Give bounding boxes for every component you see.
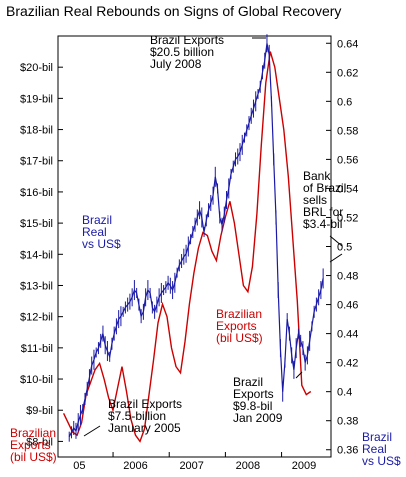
legend-exports: (bil US$) (10, 450, 57, 464)
left-axis-ticks: $8-bil $9-bil $10-bil $11-bil $12-bil $13-bil… (20, 62, 63, 448)
x-tick-label: 2009 (292, 460, 316, 472)
annotation-exports-2009: $9.8-bil (233, 399, 272, 413)
series-label-exports: Exports (216, 319, 257, 333)
annotation-bank-of-brazil: $3.4-bil (303, 217, 342, 231)
annotation-exports-2009: Jan 2009 (233, 411, 283, 425)
left-tick-label: $10-bil (20, 374, 53, 386)
left-tick-label: $16-bil (20, 187, 53, 199)
right-tick-label: 0.36 (337, 445, 358, 457)
left-tick-label: $15-bil (20, 218, 53, 230)
left-tick-label: $9-bil (26, 405, 53, 417)
right-tick-label: 0.54 (337, 183, 358, 195)
annotation-bank-of-brazil: sells (303, 193, 327, 207)
left-tick-label: $20-bil (20, 62, 53, 74)
left-tick-label: $19-bil (20, 93, 53, 105)
x-tick-label: 05 (73, 460, 85, 472)
series-label-real: Real (82, 225, 107, 239)
legend-real: Real (362, 442, 387, 456)
pointer-line (329, 235, 343, 247)
left-tick-label: $18-bil (20, 125, 53, 137)
legend-exports: Brazilian (10, 426, 56, 440)
right-tick-label: 0.6 (337, 96, 352, 108)
left-tick-label: $13-bil (20, 280, 53, 292)
series-label-real: vs US$ (82, 237, 121, 251)
annotation-bank-of-brazil: of Brazil (303, 181, 346, 195)
left-tick-label: $12-bil (20, 312, 53, 324)
pointer-line (83, 425, 101, 437)
right-tick-label: 0.44 (337, 329, 358, 341)
legend-real: Brazil (362, 430, 392, 444)
legend-real: vs US$ (362, 454, 401, 468)
annotation-exports-2008: Brazil Exports (150, 33, 224, 47)
x-tick-label: 2006 (123, 460, 147, 472)
right-tick-label: 0.48 (337, 271, 358, 283)
right-tick-label: 0.4 (337, 387, 352, 399)
series-layer (62, 34, 324, 443)
annotation-exports-2008: July 2008 (150, 57, 202, 71)
x-axis-ticks: 05 2006 2007 2008 2009 (73, 452, 316, 472)
annotation-exports-2005: Brazil Exports (108, 397, 182, 411)
right-tick-label: 0.64 (337, 38, 358, 50)
series-label-exports: Brazilian (216, 307, 262, 321)
chart-title: Brazilian Real Rebounds on Signs of Glob… (6, 3, 341, 19)
annotation-bank-of-brazil: Bank (303, 169, 331, 183)
annotation-pointers (83, 37, 343, 437)
legend-exports: Exports (10, 438, 51, 452)
series-label-exports: (bil US$) (216, 331, 263, 345)
annotation-exports-2009: Exports (233, 387, 274, 401)
annotation-exports-2008: $20.5 billion (150, 45, 214, 59)
annotation-exports-2005: January 2005 (108, 421, 181, 435)
pointer-line (295, 371, 303, 379)
left-tick-label: $11-bil (21, 343, 53, 355)
right-tick-label: 0.46 (337, 300, 358, 312)
x-tick-label: 2007 (179, 460, 203, 472)
right-tick-label: 0.58 (337, 125, 358, 137)
pointer-line (329, 253, 343, 263)
right-tick-label: 0.42 (337, 358, 358, 370)
right-tick-label: 0.38 (337, 416, 358, 428)
right-axis-ticks: 0.360.380.40.420.440.460.480.50.520.540.… (326, 38, 358, 457)
left-tick-label: $14-bil (20, 249, 53, 261)
right-tick-label: 0.56 (337, 154, 358, 166)
right-tick-label: 0.52 (337, 212, 358, 224)
left-tick-label: $17-bil (20, 156, 53, 168)
right-tick-label: 0.62 (337, 67, 358, 79)
series-label-real: Brazil (82, 213, 112, 227)
annotation-exports-2005: $7.5-billion (108, 409, 166, 423)
annotation-exports-2009: Brazil (233, 375, 263, 389)
left-tick-label: $8-bil (26, 436, 53, 448)
x-tick-label: 2008 (236, 460, 260, 472)
annotation-bank-of-brazil: BRL for (303, 205, 343, 219)
